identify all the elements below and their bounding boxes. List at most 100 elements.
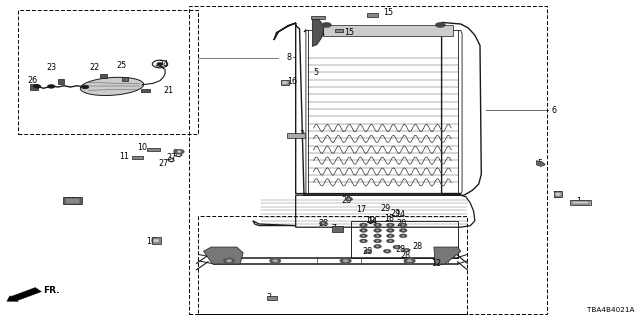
Text: 5: 5 [538, 159, 543, 168]
Bar [58, 79, 64, 84]
Text: 28: 28 [341, 196, 351, 204]
Text: 13: 13 [67, 197, 77, 206]
Circle shape [364, 249, 372, 253]
Circle shape [387, 228, 394, 232]
FancyArrow shape [7, 288, 42, 301]
Circle shape [402, 235, 404, 236]
Circle shape [435, 22, 445, 28]
Text: 25: 25 [116, 61, 127, 70]
Circle shape [396, 246, 398, 248]
Bar [100, 74, 107, 78]
Text: 27: 27 [166, 153, 177, 162]
Circle shape [269, 258, 281, 264]
Circle shape [556, 193, 561, 196]
Circle shape [404, 258, 415, 264]
Circle shape [362, 224, 365, 226]
Text: 20: 20 [397, 219, 407, 228]
Circle shape [374, 223, 381, 227]
Text: 15: 15 [383, 8, 393, 17]
Bar [141, 89, 150, 92]
Circle shape [389, 230, 392, 231]
Bar [335, 29, 343, 32]
Circle shape [177, 151, 181, 153]
Circle shape [374, 228, 381, 232]
Bar [63, 197, 82, 204]
Text: 8: 8 [287, 53, 292, 62]
Text: 5: 5 [314, 68, 319, 76]
Text: 7: 7 [331, 224, 336, 233]
Bar [554, 191, 562, 197]
Circle shape [319, 221, 327, 225]
Text: 11: 11 [119, 152, 129, 161]
Circle shape [47, 84, 55, 88]
Circle shape [322, 222, 324, 224]
Circle shape [273, 260, 278, 262]
Text: 6: 6 [552, 106, 557, 115]
Circle shape [386, 251, 388, 252]
Circle shape [374, 239, 381, 243]
Text: 9: 9 [173, 149, 178, 158]
Text: 17: 17 [356, 205, 366, 214]
Text: 28: 28 [362, 247, 372, 256]
Bar [287, 133, 305, 138]
Circle shape [345, 197, 353, 201]
Polygon shape [434, 247, 461, 264]
Circle shape [389, 224, 392, 226]
Ellipse shape [81, 77, 143, 95]
Bar [65, 198, 80, 204]
Text: 26: 26 [28, 76, 38, 85]
Polygon shape [312, 19, 324, 46]
Text: 24: 24 [159, 60, 169, 69]
Text: 28: 28 [318, 220, 328, 228]
Text: 14: 14 [367, 217, 377, 226]
Text: 2: 2 [300, 130, 305, 139]
Circle shape [227, 260, 232, 262]
Circle shape [389, 235, 392, 236]
Bar [311, 16, 325, 19]
Circle shape [282, 81, 287, 84]
Circle shape [399, 234, 407, 238]
Circle shape [360, 234, 367, 238]
Circle shape [348, 198, 350, 200]
Text: 28: 28 [395, 245, 405, 254]
Text: 28: 28 [401, 252, 411, 260]
Circle shape [362, 235, 365, 236]
Circle shape [374, 244, 381, 248]
Circle shape [407, 260, 412, 262]
Text: 28: 28 [412, 242, 422, 251]
Circle shape [360, 223, 367, 227]
Bar [152, 237, 161, 244]
Text: 29: 29 [381, 204, 391, 213]
Circle shape [340, 258, 351, 264]
Circle shape [360, 239, 367, 243]
Circle shape [362, 230, 365, 231]
Circle shape [376, 224, 379, 226]
Circle shape [387, 234, 394, 238]
Circle shape [376, 246, 379, 247]
Circle shape [374, 234, 381, 238]
Circle shape [343, 260, 348, 262]
Text: 27: 27 [159, 159, 169, 168]
Circle shape [367, 251, 369, 252]
Circle shape [389, 240, 392, 242]
Circle shape [393, 245, 401, 249]
Bar [570, 200, 591, 205]
Text: 14: 14 [395, 210, 405, 219]
Bar [30, 84, 38, 90]
Text: 23: 23 [47, 63, 57, 72]
Text: 3: 3 [267, 293, 272, 302]
Circle shape [376, 230, 379, 231]
Bar [122, 77, 128, 81]
Text: 16: 16 [146, 237, 156, 246]
Circle shape [157, 62, 163, 66]
Bar [132, 156, 143, 159]
Bar [367, 13, 378, 17]
Circle shape [33, 84, 41, 88]
Text: 12: 12 [431, 260, 442, 268]
Circle shape [387, 239, 394, 243]
Text: 22: 22 [90, 63, 100, 72]
Circle shape [399, 228, 407, 232]
Circle shape [223, 258, 235, 264]
Text: 15: 15 [344, 28, 355, 36]
Bar [572, 201, 589, 204]
